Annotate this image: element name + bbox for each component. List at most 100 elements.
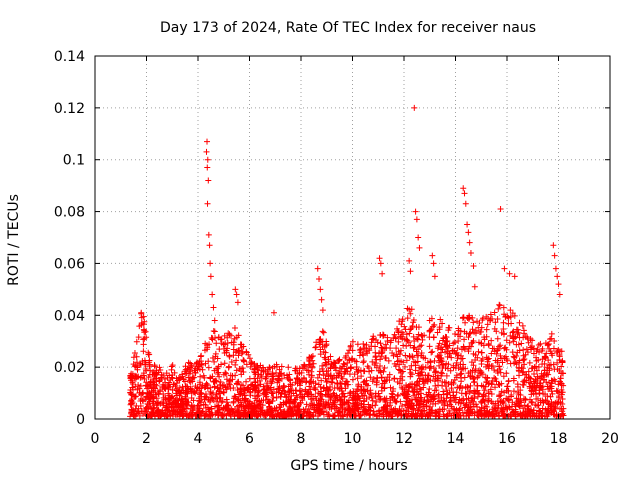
data-point xyxy=(514,326,521,333)
data-point xyxy=(296,369,303,376)
data-point xyxy=(427,403,434,410)
data-point xyxy=(489,406,496,413)
data-point xyxy=(537,383,544,390)
data-point xyxy=(367,387,374,394)
data-point xyxy=(393,410,400,417)
data-point xyxy=(421,397,428,404)
data-point xyxy=(517,391,524,398)
data-point xyxy=(533,396,540,403)
data-point xyxy=(410,345,417,352)
data-point xyxy=(334,358,341,365)
data-point xyxy=(408,400,415,407)
data-point xyxy=(300,406,307,413)
data-point xyxy=(430,373,437,380)
data-point xyxy=(223,349,230,356)
data-point xyxy=(534,346,541,353)
y-axis-label: ROTI / TECUs xyxy=(6,194,22,286)
data-point xyxy=(500,373,507,380)
y-tick-label: 0.1 xyxy=(63,153,85,169)
y-tick-label: 0.14 xyxy=(54,49,85,65)
data-point xyxy=(419,407,426,414)
data-point xyxy=(306,412,313,419)
data-point xyxy=(166,392,173,399)
data-point xyxy=(481,387,488,394)
data-point xyxy=(413,348,420,355)
data-point xyxy=(376,350,383,357)
data-point xyxy=(138,309,145,316)
data-point xyxy=(194,384,201,391)
data-point xyxy=(239,382,246,389)
data-point xyxy=(525,368,532,375)
data-point xyxy=(354,375,361,382)
data-point xyxy=(469,410,476,417)
data-point xyxy=(353,404,360,411)
data-point xyxy=(520,357,527,364)
data-point xyxy=(454,345,461,352)
data-point xyxy=(521,379,528,386)
data-point xyxy=(414,336,421,343)
data-point xyxy=(380,332,387,339)
data-point xyxy=(216,346,223,353)
data-point xyxy=(358,390,365,397)
data-point xyxy=(173,387,180,394)
data-point xyxy=(340,360,347,367)
data-point xyxy=(520,405,527,412)
data-point-spike xyxy=(551,252,558,259)
data-point xyxy=(530,350,537,357)
data-point xyxy=(250,406,257,413)
data-point xyxy=(242,387,249,394)
data-point xyxy=(175,400,182,407)
data-point xyxy=(393,345,400,352)
data-point xyxy=(201,412,208,419)
data-point xyxy=(306,383,313,390)
data-point xyxy=(318,377,325,384)
data-point xyxy=(354,369,361,376)
data-point xyxy=(492,357,499,364)
data-point xyxy=(147,395,154,402)
x-tick-label: 2 xyxy=(142,431,151,447)
data-point xyxy=(496,301,503,308)
data-point xyxy=(455,331,462,338)
data-point xyxy=(133,359,140,366)
data-point-spike xyxy=(270,309,277,316)
data-point xyxy=(339,412,346,419)
data-point xyxy=(349,376,356,383)
data-point xyxy=(248,360,255,367)
data-point xyxy=(363,341,370,348)
data-point xyxy=(469,326,476,333)
data-point xyxy=(182,370,189,377)
data-point xyxy=(292,403,299,410)
data-point xyxy=(394,353,401,360)
data-point xyxy=(234,348,241,355)
data-point xyxy=(217,381,224,388)
data-point xyxy=(552,404,559,411)
data-point xyxy=(246,355,253,362)
data-point xyxy=(433,409,440,416)
data-point xyxy=(445,327,452,334)
data-point xyxy=(373,377,380,384)
data-point xyxy=(132,393,139,400)
data-point xyxy=(542,354,549,361)
data-point xyxy=(199,382,206,389)
data-point xyxy=(454,355,461,362)
data-point xyxy=(334,409,341,416)
data-point xyxy=(440,388,447,395)
data-point-spike xyxy=(411,104,418,111)
data-point xyxy=(536,413,543,420)
data-point xyxy=(394,393,401,400)
data-point xyxy=(469,314,476,321)
data-point xyxy=(169,362,176,369)
data-point xyxy=(451,339,458,346)
data-point xyxy=(276,366,283,373)
data-point xyxy=(287,405,294,412)
data-point xyxy=(455,325,462,332)
data-point xyxy=(374,339,381,346)
data-point xyxy=(231,393,238,400)
data-point xyxy=(416,385,423,392)
data-point xyxy=(364,363,371,370)
data-point xyxy=(455,338,462,345)
data-point xyxy=(410,388,417,395)
data-point xyxy=(470,338,477,345)
data-point xyxy=(299,378,306,385)
data-point xyxy=(485,390,492,397)
